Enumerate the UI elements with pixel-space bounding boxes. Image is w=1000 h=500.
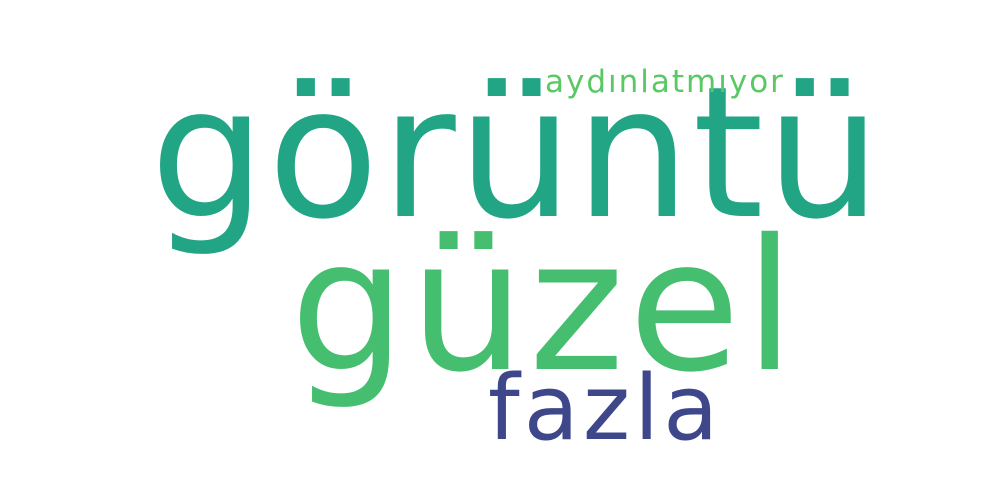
word-fazla: fazla [488,356,723,461]
word-aydinlatmiyor: aydınlatmıyor [545,64,785,100]
word-goruntu: görüntü [150,47,884,259]
word-guzel: güzel [290,200,799,412]
